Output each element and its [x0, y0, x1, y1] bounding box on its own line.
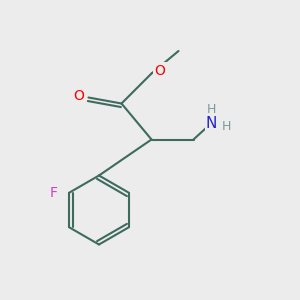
Text: O: O — [73, 89, 84, 103]
Text: F: F — [50, 186, 58, 200]
Text: N: N — [206, 116, 217, 130]
Text: H: H — [222, 119, 231, 133]
Text: H: H — [207, 103, 216, 116]
Text: O: O — [154, 64, 165, 77]
